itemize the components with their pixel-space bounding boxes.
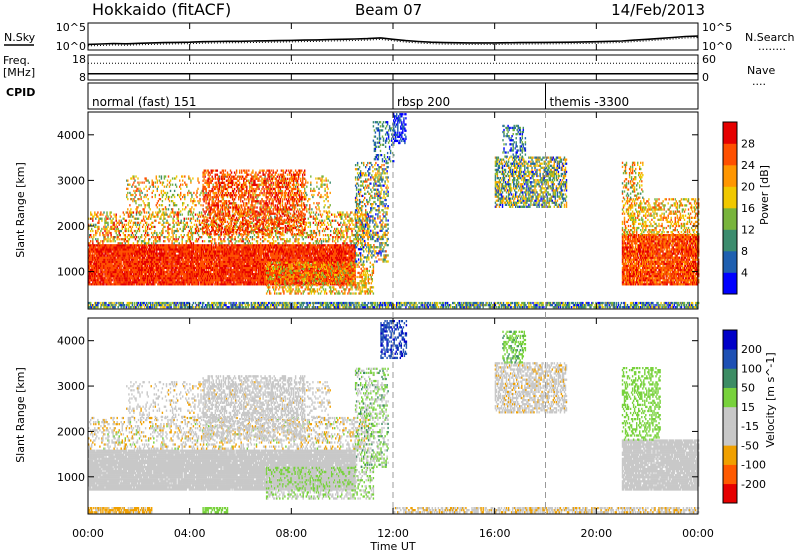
heatmap-cell (140, 257, 141, 259)
heatmap-cell (92, 261, 93, 263)
heatmap-cell (142, 265, 143, 267)
heatmap-cell (147, 265, 148, 267)
heatmap-cell (110, 281, 111, 283)
nsearch-tick-top: 10^5 (702, 21, 732, 34)
heatmap-cell (158, 263, 159, 265)
heatmap-cell (122, 271, 123, 273)
heatmap-cell (154, 271, 155, 273)
heatmap-cell (131, 273, 132, 275)
heatmap-cell (121, 261, 122, 263)
nsky-tick-top: 10^5 (56, 21, 86, 34)
heatmap-cell (128, 269, 129, 271)
heatmap-cell (150, 281, 151, 283)
heatmap-cell (89, 267, 90, 269)
heatmap-cell (89, 281, 90, 283)
freq-tick-bottom: 8 (79, 71, 86, 84)
heatmap-cell (121, 263, 122, 265)
heatmap-cell (137, 259, 138, 261)
heatmap-cell (110, 277, 111, 279)
nsky-panel: N.Sky 10^5 10^0 10^5 10^0 N.Search .....… (4, 21, 795, 53)
heatmap-cell (121, 267, 122, 269)
nave-line-key: .... (752, 75, 766, 88)
heatmap-cell (129, 259, 130, 261)
heatmap-cell (145, 255, 146, 257)
heatmap-cell (153, 273, 154, 275)
heatmap-cell (130, 279, 131, 281)
heatmap-cell (153, 267, 154, 269)
heatmap-cell (95, 273, 96, 275)
cpid-label: CPID (6, 86, 35, 99)
heatmap-cell (91, 263, 92, 265)
heatmap-cell (134, 283, 135, 285)
heatmap-cell (102, 275, 103, 277)
nave-tick-top: 60 (702, 53, 716, 66)
heatmap-cell (98, 279, 99, 281)
nave-tick-bottom: 0 (702, 71, 709, 84)
freq-tick-top: 18 (72, 53, 86, 66)
heatmap-cell (142, 273, 143, 275)
power-heatmap (88, 113, 699, 308)
nsky-tick-bottom: 10^0 (56, 40, 86, 53)
power-panel: 1000200030004000 Slant Range [km] 481216… (14, 112, 771, 309)
heatmap-cell (144, 257, 145, 259)
heatmap-cell (147, 246, 148, 248)
heatmap-cell (156, 281, 157, 283)
cpid-segment-label: themis -3300 (550, 95, 630, 109)
heatmap-cell (104, 277, 105, 279)
nsky-line (88, 36, 698, 44)
heatmap-cell (94, 255, 95, 257)
heatmap-cell (132, 255, 133, 257)
heatmap-cell (156, 250, 157, 252)
nsky-label: N.Sky (4, 31, 36, 44)
heatmap-cell (144, 283, 145, 285)
cpid-segment-label: normal (fast) 151 (92, 95, 196, 109)
heatmap-cell (110, 250, 111, 252)
freq-label-line2: [MHz] (3, 66, 35, 79)
heatmap-cell (146, 244, 147, 246)
heatmap-cell (98, 271, 99, 273)
heatmap-cell (92, 253, 93, 255)
heatmap-cell (139, 246, 140, 248)
beam-title: Beam 07 (355, 1, 422, 19)
heatmap-cell (154, 250, 155, 252)
heatmap-cell (111, 279, 112, 281)
heatmap-cell (122, 265, 123, 267)
heatmap-cell (90, 253, 91, 255)
date-title: 14/Feb/2013 (611, 1, 705, 19)
heatmap-cell (146, 248, 147, 250)
heatmap-cell (103, 283, 104, 285)
heatmap-cell (104, 255, 105, 257)
heatmap-cell (102, 253, 103, 255)
station-title: Hokkaido (fitACF) (92, 0, 231, 19)
heatmap-cell (154, 283, 155, 285)
heatmap-cell (108, 253, 109, 255)
cpid-segment-label: rbsp 200 (397, 95, 450, 109)
heatmap-cell (95, 246, 96, 248)
cpid-panel: CPID normal (fast) 151 rbsp 200 themis -33… (6, 83, 698, 109)
heatmap-cell (100, 281, 101, 283)
heatmap-cell (138, 277, 139, 279)
heatmap-cell (136, 246, 137, 248)
heatmap-cell (157, 255, 158, 257)
heatmap-cell (117, 267, 118, 269)
heatmap-cell (102, 273, 103, 275)
nsearch-line-key: ........ (758, 40, 786, 53)
heatmap-cell (146, 273, 147, 275)
heatmap-cell (102, 269, 103, 271)
heatmap-cell (111, 263, 112, 265)
nsearch-tick-bottom: 10^0 (702, 40, 732, 53)
radar-summary-plot: Hokkaido (fitACF) Beam 07 14/Feb/2013 N.… (0, 0, 800, 554)
heatmap-cell (98, 269, 99, 271)
heatmap-cell (95, 277, 96, 279)
heatmap-cell (114, 257, 115, 259)
